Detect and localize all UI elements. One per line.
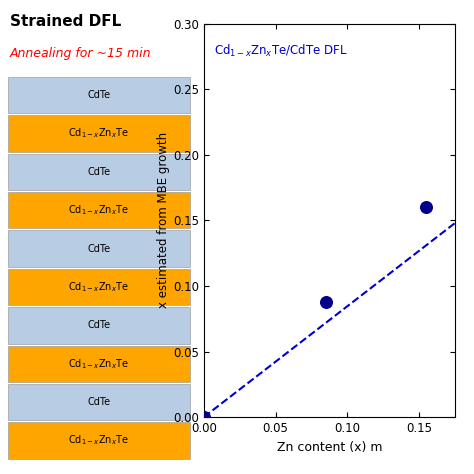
Text: Cd$_{1-x}$Zn$_x$Te: Cd$_{1-x}$Zn$_x$Te: [68, 357, 129, 371]
Bar: [8, 115, 190, 152]
Bar: [8, 307, 190, 344]
Text: Annealing for ~15 min: Annealing for ~15 min: [10, 47, 151, 60]
Text: Cd$_{1-x}$Zn$_x$Te: Cd$_{1-x}$Zn$_x$Te: [68, 434, 129, 447]
Bar: [8, 192, 190, 228]
Bar: [8, 422, 190, 459]
Point: [322, 298, 329, 306]
Bar: [8, 77, 190, 113]
Text: CdTe: CdTe: [87, 244, 110, 254]
Text: Cd$_{1-x}$Zn$_x$Te: Cd$_{1-x}$Zn$_x$Te: [68, 127, 129, 140]
Text: Cd$_{1-x}$Zn$_x$Te/CdTe DFL: Cd$_{1-x}$Zn$_x$Te/CdTe DFL: [214, 44, 347, 59]
Bar: [8, 154, 190, 190]
Text: Cd$_{1-x}$Zn$_x$Te: Cd$_{1-x}$Zn$_x$Te: [68, 203, 129, 217]
Bar: [8, 384, 190, 420]
Text: CdTe: CdTe: [87, 320, 110, 330]
Bar: [8, 230, 190, 267]
Text: CdTe: CdTe: [87, 90, 110, 100]
Text: Cd$_{1-x}$Zn$_x$Te: Cd$_{1-x}$Zn$_x$Te: [68, 280, 129, 294]
Y-axis label: x estimated from MBE growth: x estimated from MBE growth: [157, 132, 170, 309]
Bar: [8, 269, 190, 305]
X-axis label: Zn content (x) m: Zn content (x) m: [277, 440, 382, 454]
Text: CdTe: CdTe: [87, 167, 110, 177]
Bar: [8, 346, 190, 382]
Point: [200, 413, 208, 421]
Point: [422, 203, 430, 211]
Text: Strained DFL: Strained DFL: [10, 14, 121, 29]
Text: CdTe: CdTe: [87, 397, 110, 407]
